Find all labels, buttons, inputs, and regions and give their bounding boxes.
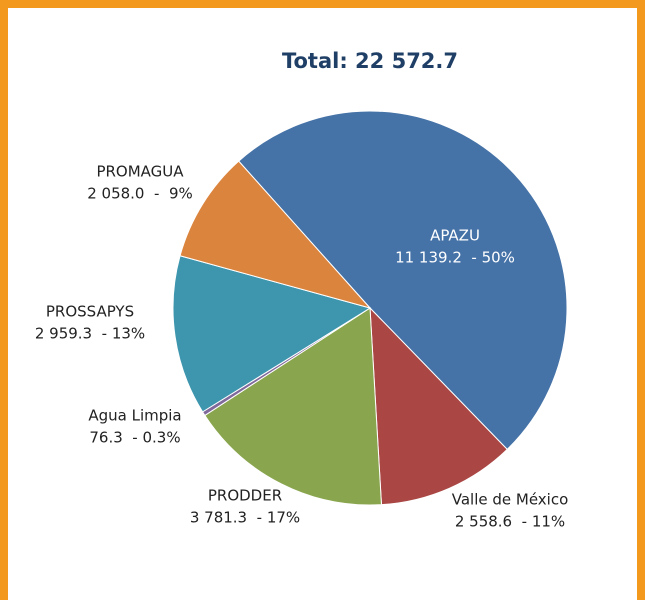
slice-label: PROSSAPYS	[46, 303, 134, 321]
slice-value-label: 2 558.6 - 11%	[455, 513, 565, 531]
slice-value-label: 11 139.2 - 50%	[395, 249, 515, 267]
slice-label: Agua Limpia	[88, 407, 181, 425]
slice-label: APAZU	[430, 227, 480, 245]
pie-slice	[369, 306, 508, 506]
pie-slice	[237, 110, 568, 451]
slice-label: Valle de México	[452, 491, 569, 509]
slice-value-label: 2 959.3 - 13%	[35, 325, 145, 343]
slice-value-label: 3 781.3 - 17%	[190, 509, 300, 527]
slice-value-label: 2 058.0 - 9%	[87, 185, 193, 203]
slice-value-label: 76.3 - 0.3%	[89, 429, 180, 447]
pie-slice	[204, 307, 383, 506]
pie-slice	[179, 160, 372, 309]
slice-label: PRODDER	[208, 487, 282, 505]
slice-label: PROMAGUA	[96, 163, 184, 181]
chart-title: Total: 22 572.7	[282, 49, 458, 73]
